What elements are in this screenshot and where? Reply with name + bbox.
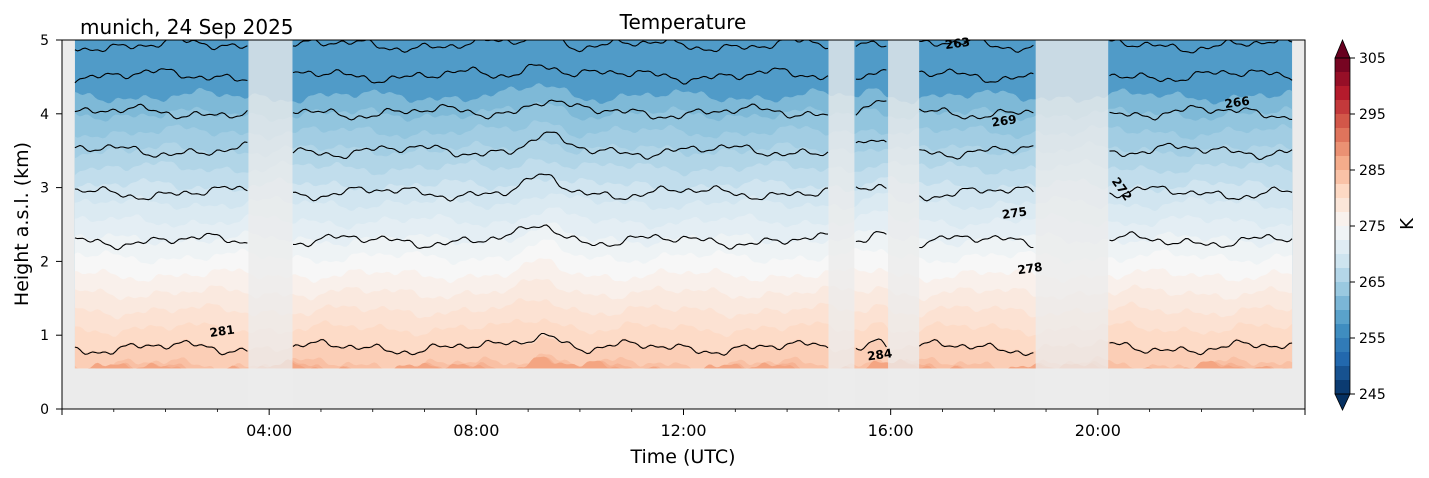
y-axis: 0 1 2 3 4 5 — [40, 33, 62, 418]
y-tick-label: 3 — [40, 181, 49, 197]
contour-line-269 — [74, 99, 1293, 121]
colorbar-segment — [1335, 114, 1350, 129]
colorbar: 245 255 265 275 285 295 305 — [1334, 38, 1386, 411]
x-tick-label: 08:00 — [453, 421, 499, 440]
colorbar-segment — [1335, 184, 1350, 199]
colorbar-segment — [1335, 156, 1350, 171]
colorbar-tick-label: 295 — [1359, 107, 1386, 123]
colorbar-segment — [1335, 352, 1350, 367]
data-gap — [888, 40, 920, 409]
colorbar-segment — [1335, 240, 1350, 255]
colorbar-segment — [1335, 254, 1350, 269]
x-axis: 04:00 08:00 12:00 16:00 20:00 — [61, 409, 1306, 440]
colorbar-segment — [1335, 86, 1350, 101]
colorbar-segment — [1335, 380, 1350, 395]
y-tick-label: 0 — [40, 402, 49, 418]
data-gap — [828, 40, 855, 409]
colorbar-segment — [1335, 268, 1350, 283]
colorbar-segment — [1335, 58, 1350, 73]
y-axis-label: Height a.s.l. (km) — [11, 142, 33, 306]
colorbar-segment — [1335, 212, 1350, 227]
colorbar-tick-label: 285 — [1359, 163, 1386, 179]
colorbar-segment — [1335, 170, 1350, 185]
colorbar-segment — [1335, 128, 1350, 143]
contour-line-278 — [74, 224, 1293, 251]
colorbar-segment — [1335, 366, 1350, 381]
colorbar-extend-max — [1334, 38, 1351, 59]
x-axis-label: Time (UTC) — [629, 446, 735, 468]
chart-subtitle: munich, 24 Sep 2025 — [80, 15, 294, 39]
colorbar-segment — [1335, 100, 1350, 115]
contour-line-281 — [74, 332, 1293, 357]
temperature-band — [74, 353, 1293, 369]
colorbar-segment — [1335, 72, 1350, 87]
colorbar-segment — [1335, 338, 1350, 353]
colorbar-tick-label: 255 — [1359, 331, 1386, 347]
x-tick-label: 04:00 — [246, 421, 292, 440]
colorbar-segment — [1335, 198, 1350, 213]
colorbar-segment — [1335, 310, 1350, 325]
y-tick-label: 4 — [40, 107, 49, 123]
x-tick-label: 20:00 — [1075, 421, 1121, 440]
data-gap — [1035, 40, 1109, 409]
colorbar-segment — [1335, 296, 1350, 311]
contour-label: 281 — [209, 323, 236, 340]
contour-label: 278 — [1017, 260, 1044, 277]
data-gaps — [248, 40, 1109, 409]
colorbar-segment — [1335, 324, 1350, 339]
data-gap — [248, 40, 293, 409]
colorbar-tick-label: 265 — [1359, 275, 1386, 291]
chart-title: Temperature — [619, 10, 747, 34]
colorbar-segment — [1335, 142, 1350, 157]
colorbar-segment — [1335, 226, 1350, 241]
y-tick-label: 1 — [40, 328, 49, 344]
contour-line-266 — [74, 63, 1293, 85]
colorbar-tick-label: 245 — [1359, 387, 1386, 403]
x-tick-label: 16:00 — [868, 421, 914, 440]
contour-line-263 — [74, 40, 1293, 54]
contour-label: 275 — [1001, 204, 1028, 221]
contour-label: 266 — [1224, 94, 1251, 111]
y-tick-label: 5 — [40, 33, 49, 49]
colorbar-tick-label: 305 — [1359, 51, 1386, 67]
contour-label: 263 — [944, 35, 971, 52]
contour-line-272 — [74, 131, 1293, 161]
y-tick-label: 2 — [40, 254, 49, 270]
contour-label: 284 — [866, 346, 893, 363]
colorbar-segment — [1335, 282, 1350, 297]
colorbar-tick-label: 275 — [1359, 219, 1386, 235]
contour-line-275 — [74, 173, 1293, 202]
colorbar-label: K — [1397, 217, 1418, 230]
colorbar-extend-min — [1334, 393, 1351, 411]
contour-label: 269 — [991, 112, 1018, 129]
x-tick-label: 12:00 — [660, 421, 706, 440]
contour-lines — [74, 40, 1293, 357]
